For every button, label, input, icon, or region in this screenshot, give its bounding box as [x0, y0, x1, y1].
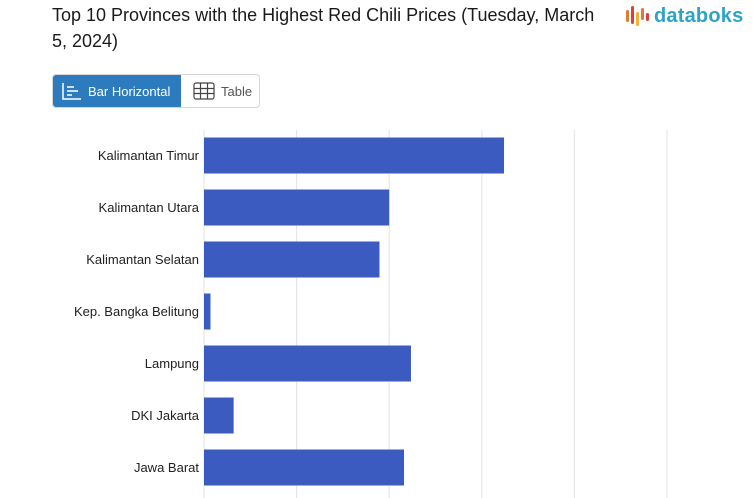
- bar[interactable]: [204, 345, 411, 382]
- databoks-logo[interactable]: databoks: [624, 3, 743, 29]
- category-label: Kalimantan Utara: [99, 200, 200, 215]
- category-label: Kep. Bangka Belitung: [74, 304, 199, 319]
- tab-table[interactable]: Table: [181, 75, 253, 107]
- category-label: Kalimantan Selatan: [86, 252, 199, 267]
- category-label: DKI Jakarta: [131, 408, 200, 423]
- bar[interactable]: [204, 241, 380, 278]
- tab-table-label: Table: [221, 83, 253, 99]
- tab-bar-label: Bar Horizontal: [88, 83, 171, 99]
- chart-title: Top 10 Provinces with the Highest Red Ch…: [52, 5, 595, 51]
- bar[interactable]: [204, 449, 405, 486]
- logo-text: databoks: [654, 4, 744, 27]
- bar[interactable]: [204, 293, 211, 330]
- category-label: Jawa Barat: [134, 460, 199, 475]
- bar[interactable]: [204, 189, 390, 226]
- bar[interactable]: [204, 397, 234, 434]
- category-label: Lampung: [145, 356, 199, 371]
- table-icon: [193, 82, 215, 100]
- view-toggle: Bar Horizontal Table: [52, 74, 260, 108]
- bar-chart-icon: [62, 83, 81, 100]
- bar[interactable]: [204, 137, 505, 174]
- tab-bar-horizontal[interactable]: Bar Horizontal: [53, 75, 181, 107]
- category-label: Kalimantan Timur: [98, 148, 200, 163]
- logo-mark-icon: [626, 6, 649, 26]
